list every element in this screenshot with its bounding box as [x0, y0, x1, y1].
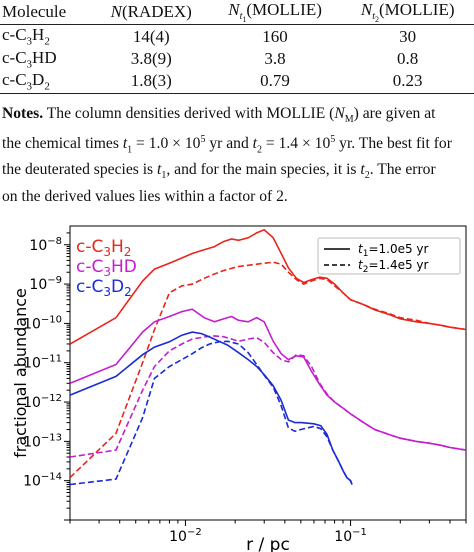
- radex-cell: 3.8(9): [130, 48, 172, 68]
- species-label: c-C3H2: [76, 237, 131, 259]
- species-label: c-C3HD: [76, 257, 137, 279]
- mollie-t2-cell: 0.23: [341, 70, 474, 94]
- x-axis-label: r / pc: [246, 535, 290, 552]
- legend-label: t1=1.0e5 yr: [358, 242, 429, 259]
- abundance-chart: 10−2 10−1 10−14 10−13 10−12 10−11 10−10 10−9 10−…: [11, 225, 467, 552]
- molecule-cell: c-C3D2: [0, 70, 94, 94]
- chart-axes: 10−2 10−1 10−14 10−13 10−12 10−11 10−10 10−9 10−…: [23, 225, 467, 545]
- y-tick-label: 10−14: [23, 472, 62, 490]
- mollie-t2-cell: 30: [399, 26, 417, 46]
- header-radex: N(RADEX): [93, 0, 209, 26]
- y-tick-label: 10−9: [29, 275, 62, 293]
- table-notes: Notes. The column densities derived with…: [2, 105, 452, 205]
- table-header-row: Molecule N(RADEX) Nt1(MOLLIE) Nt2(MOLLIE…: [0, 0, 474, 26]
- series-line-c-c3d2-t2: [70, 340, 353, 486]
- plot-frame: [69, 225, 467, 521]
- chart-labels: r / pc fractional abundance c-C3H2c-C3HDc-…: [11, 237, 461, 552]
- header-mollie-t2: Nt2(MOLLIE): [341, 0, 474, 26]
- mollie-t1-cell: 0.79: [208, 70, 342, 94]
- y-tick-label: 10−10: [23, 314, 62, 332]
- species-label: c-C3D2: [76, 277, 132, 299]
- y-axis-label: fractional abundance: [11, 288, 30, 458]
- y-tick-label: 10−11: [23, 354, 62, 372]
- series-line-c-c3d2-t1: [70, 331, 353, 485]
- series-line-c-c3hd-t2: [70, 335, 466, 458]
- y-tick-label: 10−13: [23, 432, 62, 450]
- mollie-t1-cell: 3.8: [264, 48, 286, 68]
- x-tick-label: 10−1: [334, 527, 367, 545]
- column-density-table: Molecule N(RADEX) Nt1(MOLLIE) Nt2(MOLLIE…: [0, 0, 474, 94]
- y-tick-label: 10−12: [23, 393, 62, 411]
- header-molecule: Molecule: [0, 0, 94, 26]
- series-line-c-c3h2-t2: [70, 261, 466, 479]
- table-row: c-C3H2 14(4) 160 30: [0, 25, 474, 48]
- legend-box: [317, 237, 461, 275]
- radex-cell: 14(4): [132, 26, 170, 46]
- molecule-cell: c-C3H2: [2, 25, 50, 48]
- y-tick-label: 10−8: [29, 236, 62, 254]
- notes-label: Notes.: [2, 105, 44, 122]
- x-tick-label: 10−2: [169, 527, 202, 545]
- series-line-c-c3h2-t1: [70, 228, 466, 345]
- legend-label: t2=1.4e5 yr: [358, 258, 429, 275]
- table-row: c-C3D2 1.8(3) 0.79 0.23: [0, 70, 474, 94]
- mollie-t2-cell: 0.8: [397, 48, 419, 68]
- mollie-t1-cell: 160: [262, 26, 288, 46]
- header-mollie-t1: Nt1(MOLLIE): [208, 0, 342, 26]
- radex-cell: 1.8(3): [93, 70, 209, 94]
- chart-lines: [70, 228, 466, 486]
- table-row: c-C3HD 3.8(9) 3.8 0.8: [0, 48, 474, 70]
- molecule-cell: c-C3HD: [2, 47, 57, 71]
